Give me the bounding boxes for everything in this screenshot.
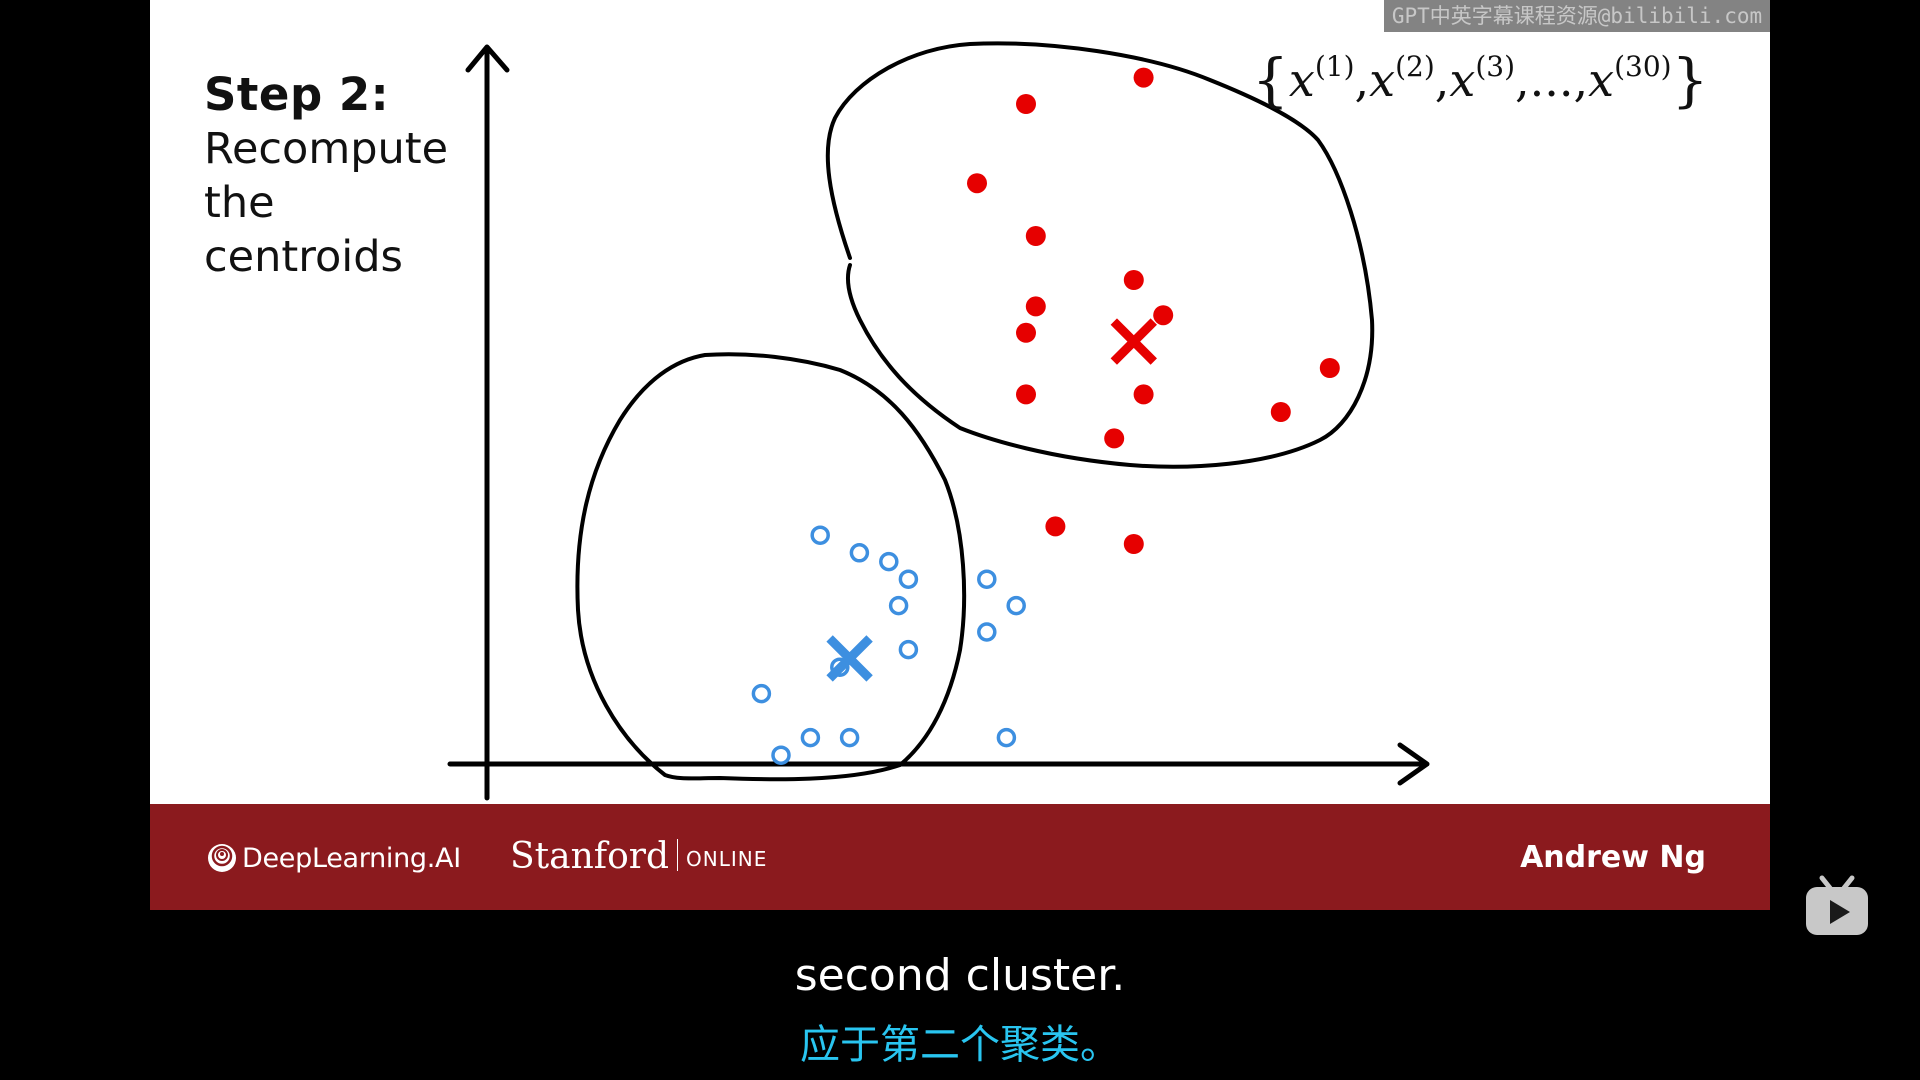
red-data-point xyxy=(1133,384,1154,405)
open-brace: { xyxy=(1252,46,1289,114)
red-data-point xyxy=(1133,67,1154,88)
deeplearning-logo: DeepLearning.AI xyxy=(206,842,461,874)
blue-data-point xyxy=(771,745,791,765)
red-data-point xyxy=(1025,296,1046,317)
watermark: GPT中英字幕课程资源@bilibili.com xyxy=(1384,0,1770,32)
slide-content: Step 2: Recompute the centroids {x(1),x(… xyxy=(150,0,1770,804)
blue-data-point xyxy=(839,727,860,748)
blue-data-point xyxy=(810,525,830,545)
subtitle-english: second cluster. xyxy=(794,950,1126,1001)
online-text: ONLINE xyxy=(686,847,768,871)
blue-data-point xyxy=(977,622,997,642)
step-description-line: the xyxy=(204,178,275,228)
red-data-point xyxy=(1123,270,1144,290)
red-data-point xyxy=(967,173,987,194)
y-axis xyxy=(465,44,510,801)
bilibili-tv-icon[interactable] xyxy=(1802,870,1872,940)
blue-data-point xyxy=(1006,595,1026,616)
step-title: Step 2: xyxy=(204,68,390,121)
var-x: x xyxy=(1288,53,1315,107)
comma: , xyxy=(1434,53,1450,107)
logo-divider xyxy=(677,839,679,871)
blue-centroid-marker xyxy=(826,635,873,682)
red-data-point xyxy=(1016,384,1036,405)
blue-data-point xyxy=(849,543,870,563)
deeplearning-icon xyxy=(208,844,236,872)
superscript: (30) xyxy=(1614,50,1672,83)
blue-data-point xyxy=(888,595,909,616)
red-data-point xyxy=(1123,534,1144,554)
close-brace: } xyxy=(1671,46,1709,114)
blue-cluster-boundary xyxy=(575,352,967,782)
var-x: x xyxy=(1369,53,1396,107)
deeplearning-text: DeepLearning.AI xyxy=(242,842,461,874)
red-cluster-boundary xyxy=(825,41,1375,469)
red-data-point xyxy=(1025,226,1046,246)
blue-data-point xyxy=(879,551,899,572)
blue-data-point xyxy=(800,727,821,748)
blue-data-point xyxy=(898,639,919,660)
blue-data-point xyxy=(977,569,997,589)
points-layer xyxy=(751,67,1340,765)
red-data-point xyxy=(1016,94,1036,114)
comma: , xyxy=(1515,53,1530,107)
lecture-slide: Step 2: Recompute the centroids {x(1),x(… xyxy=(150,0,1770,910)
superscript: (3) xyxy=(1475,50,1516,83)
blue-data-point xyxy=(898,569,919,589)
red-data-point xyxy=(1270,402,1291,422)
red-data-point xyxy=(1045,516,1066,537)
slide-footer: DeepLearning.AI Stanford ONLINE Andrew N… xyxy=(150,804,1770,910)
var-x: x xyxy=(1449,53,1476,107)
comma: , xyxy=(1354,53,1370,107)
author-name: Andrew Ng xyxy=(1520,840,1706,875)
subtitle-chinese: 应于第二个聚类。 xyxy=(800,1022,1120,1068)
cluster-plot xyxy=(447,41,1430,801)
red-data-point xyxy=(1016,322,1036,343)
play-icon xyxy=(1806,875,1868,935)
superscript: (2) xyxy=(1395,50,1435,83)
red-data-point xyxy=(1319,358,1340,378)
superscript: (1) xyxy=(1314,50,1355,83)
red-data-point xyxy=(1104,428,1125,449)
red-data-point xyxy=(1153,305,1174,326)
training-set-notation: {x(1),x(2),x(3),...,x(30)} xyxy=(1252,46,1709,114)
step-description-line: Recompute xyxy=(204,124,449,174)
var-x: x xyxy=(1588,53,1615,107)
stanford-online-logo: Stanford ONLINE xyxy=(510,836,767,877)
red-centroid-marker xyxy=(1110,318,1157,365)
blue-data-point xyxy=(751,683,772,704)
step-description-line: centroids xyxy=(204,232,403,282)
step-description: Recompute the centroids xyxy=(204,122,504,284)
blue-data-point xyxy=(996,727,1017,748)
comma: , xyxy=(1573,53,1589,107)
ellipsis: ... xyxy=(1529,53,1574,107)
x-axis xyxy=(447,742,1430,786)
stanford-text: Stanford xyxy=(510,836,670,877)
